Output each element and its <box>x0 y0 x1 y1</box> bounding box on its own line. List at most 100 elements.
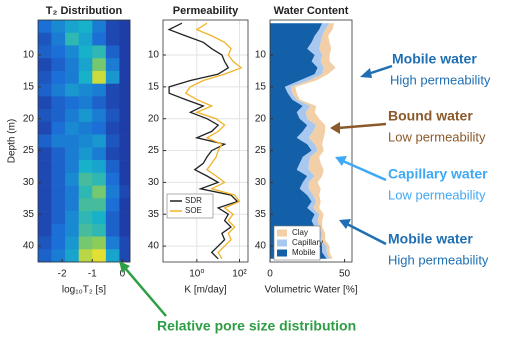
x-axis-label: K [m/day] <box>184 285 226 296</box>
heatmap-cell <box>78 58 93 72</box>
legend-label: Clay <box>292 228 308 237</box>
y-tick-label: 10 <box>23 50 35 61</box>
heatmap-cell <box>51 83 66 97</box>
heatmap-cell <box>78 236 93 250</box>
arrow <box>119 261 167 317</box>
heatmap-cell <box>105 83 120 97</box>
heatmap-cell <box>119 172 131 186</box>
heatmap-cell <box>105 109 120 123</box>
heatmap-cell <box>65 32 80 46</box>
heatmap-cell <box>38 236 52 250</box>
y-tick-label: 35 <box>255 209 267 220</box>
stacked-area <box>290 23 336 259</box>
heatmap-cell <box>92 45 107 59</box>
x-tick-label: 0 <box>267 269 273 280</box>
heatmap-cell <box>51 172 66 186</box>
heatmap-cell <box>92 147 107 161</box>
heatmap-cell <box>78 32 93 46</box>
heatmap-cell <box>92 109 107 123</box>
annotation-title: Mobile water <box>392 51 477 67</box>
heatmap-cell <box>119 121 131 135</box>
y-tick-label: 30 <box>148 177 160 188</box>
panel-title: T₂ Distribution <box>46 5 123 17</box>
y-tick-label: 25 <box>23 145 35 156</box>
heatmap-cell <box>105 20 120 34</box>
y-tick-label: 15 <box>255 82 267 93</box>
heatmap-cell <box>38 249 52 263</box>
heatmap-cell <box>92 198 107 212</box>
x-tick-label: 10² <box>232 269 247 280</box>
heatmap-cell <box>51 96 66 110</box>
heatmap-cell <box>65 121 80 135</box>
heatmap-cell <box>119 185 131 199</box>
heatmap-cell <box>78 134 93 148</box>
heatmap-cell <box>38 32 52 46</box>
heatmap-cell <box>105 45 120 59</box>
x-tick-label: -1 <box>88 269 97 280</box>
heatmap-cell <box>51 20 66 34</box>
y-tick-label: 25 <box>148 145 160 156</box>
heatmap-cell <box>51 147 66 161</box>
heatmap-cell <box>105 249 120 263</box>
heatmap-cell <box>65 147 80 161</box>
heatmap-cell <box>92 134 107 148</box>
heatmap-cell <box>105 185 120 199</box>
y-tick-label: 40 <box>23 241 35 252</box>
heatmap-cell <box>92 185 107 199</box>
arrow <box>335 156 387 182</box>
panel-title: Permeability <box>173 5 239 17</box>
heatmap-cell <box>78 249 93 263</box>
heatmap-cell <box>119 198 131 212</box>
heatmap-cell <box>105 198 120 212</box>
heatmap-cell <box>78 83 93 97</box>
heatmap-cell <box>119 160 131 174</box>
heatmap-cell <box>78 20 93 34</box>
heatmap-cell <box>51 249 66 263</box>
heatmap-cell <box>119 109 131 123</box>
y-tick-label: 30 <box>23 177 35 188</box>
heatmap-cell <box>65 109 80 123</box>
heatmap-cell <box>119 249 131 263</box>
heatmap-cell <box>78 185 93 199</box>
annotation-text: High permeability <box>388 252 489 267</box>
y-tick-label: 20 <box>255 113 267 124</box>
heatmap-cell <box>38 109 52 123</box>
heatmap-cell <box>78 109 93 123</box>
heatmap-cell <box>119 96 131 110</box>
legend-swatch <box>277 249 287 257</box>
y-tick-label: 40 <box>255 241 267 252</box>
heatmap-cell <box>51 109 66 123</box>
legend-label: SDR <box>185 196 202 205</box>
heatmap-cell <box>105 134 120 148</box>
heatmap-cell <box>38 96 52 110</box>
heatmap-cell <box>105 121 120 135</box>
heatmap-cell <box>119 83 131 97</box>
annotation-text: High permeability <box>390 72 491 87</box>
plot-frame <box>37 19 131 263</box>
y-tick-label: 10 <box>255 50 267 61</box>
heatmap-cell <box>51 58 66 72</box>
legend-label: SOE <box>185 206 202 215</box>
heatmap-cell <box>65 160 80 174</box>
annotation-title: Capillary water <box>388 166 488 182</box>
heatmap-cell <box>119 20 131 34</box>
x-tick-label: 10⁰ <box>189 269 204 280</box>
heatmap-cell <box>92 32 107 46</box>
series-line <box>167 22 239 260</box>
heatmap-cell <box>119 45 131 59</box>
annotation-title: Mobile water <box>388 231 473 247</box>
heatmap-cell <box>105 58 120 72</box>
heatmap-cell <box>65 96 80 110</box>
heatmap-cell <box>65 45 80 59</box>
heatmap-cell <box>105 223 120 237</box>
heatmap-cell <box>38 223 52 237</box>
heatmap-cell <box>51 236 66 250</box>
heatmap-cell <box>51 211 66 225</box>
y-tick-label: 40 <box>148 241 160 252</box>
heatmap-cell <box>38 58 52 72</box>
heatmap-cell <box>92 83 107 97</box>
heatmap-cell <box>78 198 93 212</box>
heatmap-cell <box>105 147 120 161</box>
heatmap-cell <box>78 45 93 59</box>
heatmap-cell <box>38 20 52 34</box>
